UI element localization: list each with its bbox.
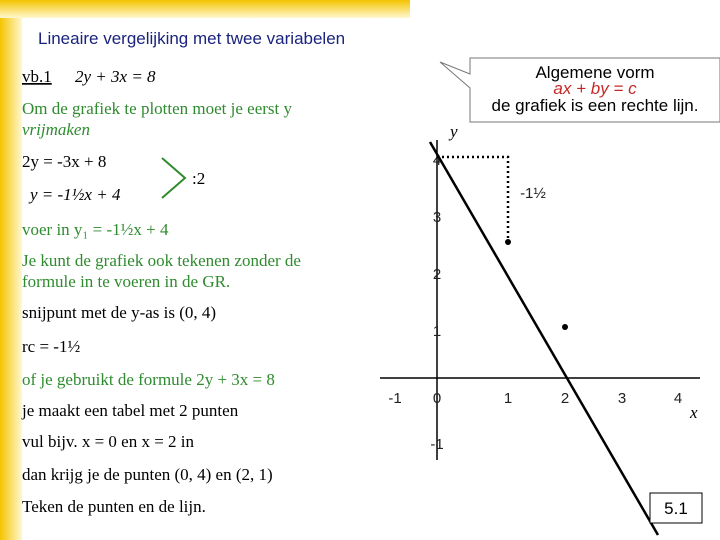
side-band bbox=[0, 0, 22, 540]
text-line: formule in te voeren in de GR. bbox=[22, 272, 230, 291]
x-tick-label: 2 bbox=[561, 390, 569, 407]
callout-line: de grafiek is een rechte lijn. bbox=[492, 96, 699, 115]
example-equation: 2y + 3x = 8 bbox=[75, 67, 156, 86]
text-line: rc = -1½ bbox=[22, 337, 80, 356]
text-line: dan krijg je de punten (0, 4) en (2, 1) bbox=[22, 465, 273, 484]
y-axis-label: y bbox=[448, 122, 458, 141]
y-tick-label: 2 bbox=[433, 266, 441, 283]
callout-line: ax + by = c bbox=[553, 79, 637, 98]
text-line: Teken de punten en de lijn. bbox=[22, 497, 206, 516]
callout-box bbox=[439, 57, 720, 123]
x-tick-label: 0 bbox=[433, 390, 441, 407]
callout-line: Algemene vorm bbox=[535, 63, 654, 82]
y-tick-label: -1 bbox=[430, 436, 443, 453]
text-line: voer in y₁ = -1½x + 4 bbox=[22, 220, 169, 239]
y-tick-label: 4 bbox=[433, 152, 441, 169]
slope-triangle bbox=[437, 155, 510, 242]
text-line: 2y = -3x + 8 bbox=[22, 152, 106, 171]
text-line: snijpunt met de y-as is (0, 4) bbox=[22, 303, 216, 322]
text-line: vrijmaken bbox=[22, 120, 90, 139]
x-tick-label: -1 bbox=[388, 390, 401, 407]
text-line: vul bijv. x = 0 en x = 2 in bbox=[22, 432, 195, 451]
y-tick-label: 1 bbox=[433, 323, 441, 340]
text-line: y = -1½x + 4 bbox=[28, 185, 121, 204]
example-label: vb.1 bbox=[22, 67, 52, 86]
graph-line bbox=[428, 141, 660, 536]
x-axis-label: x bbox=[689, 403, 698, 422]
top-band bbox=[0, 0, 410, 18]
point bbox=[562, 324, 568, 330]
point bbox=[505, 239, 511, 245]
x-tick-label: 1 bbox=[504, 390, 512, 407]
slope-label: -1½ bbox=[520, 185, 546, 202]
text-line: je maakt een tabel met 2 punten bbox=[21, 401, 239, 420]
text-line: Om de grafiek te plotten moet je eerst y bbox=[22, 99, 293, 118]
x-tick-label: 4 bbox=[674, 390, 682, 407]
x-tick-label: 3 bbox=[618, 390, 626, 407]
page-box bbox=[649, 492, 703, 524]
text-line: Je kunt de grafiek ook tekenen zonder de bbox=[22, 251, 301, 270]
page-number: 5.1 bbox=[664, 499, 688, 518]
text-line: :2 bbox=[192, 169, 205, 188]
text-line: of je gebruikt de formule 2y + 3x = 8 bbox=[22, 370, 275, 389]
title: Lineaire vergelijking met twee variabele… bbox=[38, 29, 345, 48]
arrow bbox=[161, 157, 187, 199]
y-tick-label: 3 bbox=[433, 209, 441, 226]
